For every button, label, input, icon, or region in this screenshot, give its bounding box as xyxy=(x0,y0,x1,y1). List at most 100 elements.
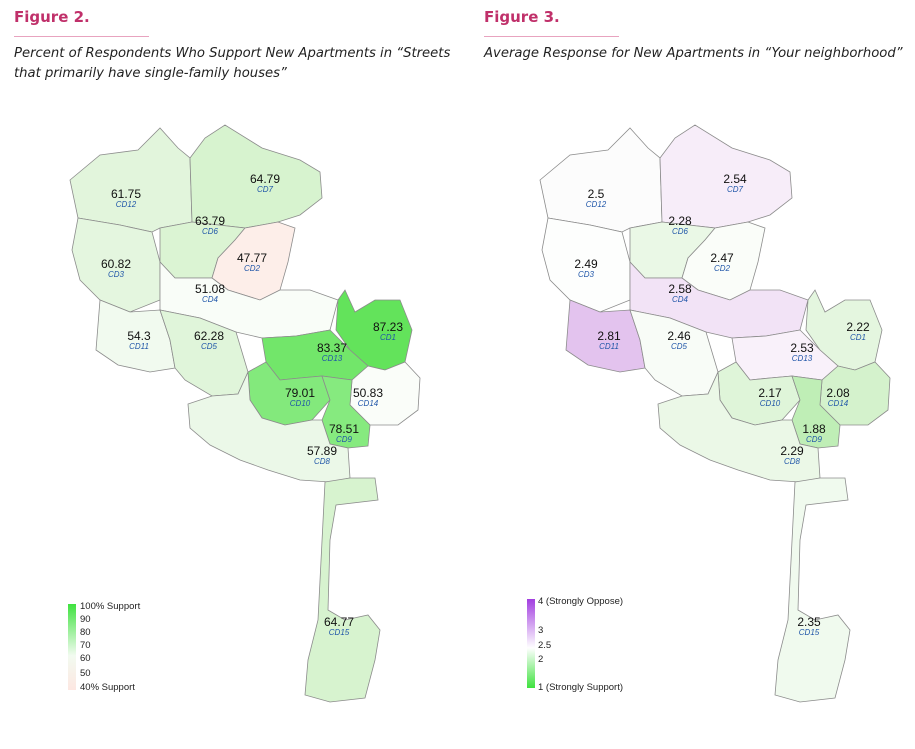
figure2-cd-label-cd8: CD8 xyxy=(314,457,331,466)
figure3-value-cd6: 2.28 xyxy=(668,214,692,228)
figure2-cd-label-cd6: CD6 xyxy=(202,227,219,236)
figure2-value-cd6: 63.79 xyxy=(195,214,225,228)
figure2-cd-label-cd5: CD5 xyxy=(201,342,218,351)
figure3-legend-bar xyxy=(527,599,535,688)
figure2-caption-line1: Percent of Respondents Who Support New A… xyxy=(14,46,451,61)
figure2-legend-label-70: 70 xyxy=(80,640,91,651)
figure2-legend-label-100: 100% Support xyxy=(80,601,141,612)
figure2-cd-label-cd11: CD11 xyxy=(129,342,149,351)
figure3-cd-label-cd1: CD1 xyxy=(850,333,866,342)
figure2-cd-label-cd7: CD7 xyxy=(257,185,274,194)
figure3-cd-label-cd9: CD9 xyxy=(806,435,823,444)
figure3-value-cd2: 2.47 xyxy=(710,251,734,265)
figure3-cd-label-cd11: CD11 xyxy=(599,342,619,351)
figure2-value-cd5: 62.28 xyxy=(194,329,224,343)
figure3-district-cd8 xyxy=(657,371,821,483)
figure2-legend: 100% Support 90 80 70 60 50 40% Support xyxy=(68,601,141,693)
figure3-district-cd12 xyxy=(539,127,663,233)
figure2-value-cd3: 60.82 xyxy=(101,257,131,271)
figure2-caption-line2: that primarily have single-family houses… xyxy=(14,66,287,81)
figure2-value-cd11: 54.3 xyxy=(127,329,151,343)
figure2-district-cd1 xyxy=(335,289,413,371)
figure2-cd-label-cd15: CD15 xyxy=(329,628,350,637)
figure3-cd-label-cd14: CD14 xyxy=(828,399,849,408)
figure3-value-cd14: 2.08 xyxy=(826,386,850,400)
figure2-value-cd9: 78.51 xyxy=(329,422,359,436)
figure2-district-cd3 xyxy=(71,217,161,313)
figure2-heading: Figure 2. xyxy=(14,8,90,26)
figure3-caption: Average Response for New Apartments in “… xyxy=(484,44,903,64)
figure3-legend-label-2-5: 2.5 xyxy=(538,640,551,651)
figure3-cd-label-cd5: CD5 xyxy=(671,342,688,351)
figure3-map: 2.5CD122.54CD72.28CD62.47CD22.49CD32.58C… xyxy=(539,124,891,703)
figure3-cd-label-cd15: CD15 xyxy=(799,628,820,637)
figure3-value-cd13: 2.53 xyxy=(790,341,814,355)
figure3-value-cd9: 1.88 xyxy=(802,422,826,436)
figure3-cd-label-cd7: CD7 xyxy=(727,185,744,194)
figure3-value-cd11: 2.81 xyxy=(597,329,621,343)
figure3-district-cd1 xyxy=(805,289,883,371)
figure3-legend-label-2: 2 xyxy=(538,654,543,665)
figure2-district-cd9 xyxy=(321,375,371,449)
figure2-district-cd12 xyxy=(69,127,193,233)
figure2-cd-label-cd14: CD14 xyxy=(358,399,379,408)
figure2-cd-label-cd2: CD2 xyxy=(244,264,261,273)
figure2-value-cd13: 83.37 xyxy=(317,341,347,355)
figure3-cd-label-cd4: CD4 xyxy=(672,295,689,304)
figure2-value-cd2: 47.77 xyxy=(237,251,267,265)
figure3-cd-label-cd2: CD2 xyxy=(714,264,731,273)
figure3-value-cd4: 2.58 xyxy=(668,282,692,296)
figure3-value-cd8: 2.29 xyxy=(780,444,804,458)
figure2-value-cd12: 61.75 xyxy=(111,187,141,201)
figure2-value-cd7: 64.79 xyxy=(250,172,280,186)
figure2-legend-label-80: 80 xyxy=(80,627,91,638)
figure2-value-cd15: 64.77 xyxy=(324,615,354,629)
figure3-cd-label-cd12: CD12 xyxy=(586,200,607,209)
figure3-legend-label-3: 3 xyxy=(538,625,543,636)
figure2-cd-label-cd10: CD10 xyxy=(290,399,311,408)
figure3-value-cd3: 2.49 xyxy=(574,257,598,271)
figure3-value-cd10: 2.17 xyxy=(758,386,782,400)
figure3-heading: Figure 3. xyxy=(484,8,560,26)
figure3-legend: 4 (Strongly Oppose) 3 2.5 2 1 (Strongly … xyxy=(527,596,623,693)
figure3-value-cd12: 2.5 xyxy=(588,187,605,201)
figure2-cd-label-cd13: CD13 xyxy=(322,354,343,363)
figure2-divider xyxy=(14,36,149,37)
figure2-legend-label-50: 50 xyxy=(80,668,91,679)
figure2-value-cd8: 57.89 xyxy=(307,444,337,458)
figure3-cd-label-cd3: CD3 xyxy=(578,270,595,279)
figure2-cd-label-cd9: CD9 xyxy=(336,435,353,444)
figure3-value-cd7: 2.54 xyxy=(723,172,747,186)
figure3-caption-line1: Average Response for New Apartments in “… xyxy=(484,46,903,61)
figure3-cd-label-cd6: CD6 xyxy=(672,227,689,236)
figure3-district-cd3 xyxy=(541,217,631,313)
figure2-cd-label-cd4: CD4 xyxy=(202,295,219,304)
figure3-value-cd1: 2.22 xyxy=(846,320,870,334)
figure3-cd-label-cd10: CD10 xyxy=(760,399,781,408)
figure3-legend-label-1: 1 (Strongly Support) xyxy=(538,682,623,693)
figure3-district-cd9 xyxy=(791,375,841,449)
figure2-value-cd10: 79.01 xyxy=(285,386,315,400)
figure2-legend-bar xyxy=(68,604,76,690)
figure3-divider xyxy=(484,36,619,37)
figure2-value-cd4: 51.08 xyxy=(195,282,225,296)
figure3-district-cd15 xyxy=(774,477,851,703)
figure3-legend-label-4: 4 (Strongly Oppose) xyxy=(538,596,623,607)
figure2-district-cd8 xyxy=(187,371,351,483)
figure3-cd-label-cd13: CD13 xyxy=(792,354,813,363)
figure2-cd-label-cd3: CD3 xyxy=(108,270,125,279)
figure3-cd-label-cd8: CD8 xyxy=(784,457,801,466)
figure2-value-cd1: 87.23 xyxy=(373,320,403,334)
figure2-cd-label-cd1: CD1 xyxy=(380,333,396,342)
figure2-caption: Percent of Respondents Who Support New A… xyxy=(14,44,450,84)
figure2-legend-label-40: 40% Support xyxy=(80,682,135,693)
figure3-value-cd15: 2.35 xyxy=(797,615,821,629)
figure2-cd-label-cd12: CD12 xyxy=(116,200,137,209)
figure2-legend-label-60: 60 xyxy=(80,653,91,664)
figure2-legend-label-90: 90 xyxy=(80,614,91,625)
figure3-value-cd5: 2.46 xyxy=(667,329,691,343)
figure2-value-cd14: 50.83 xyxy=(353,386,383,400)
figure2-map: 61.75CD1264.79CD763.79CD647.77CD260.82CD… xyxy=(69,124,421,703)
figure2-district-cd15 xyxy=(304,477,381,703)
